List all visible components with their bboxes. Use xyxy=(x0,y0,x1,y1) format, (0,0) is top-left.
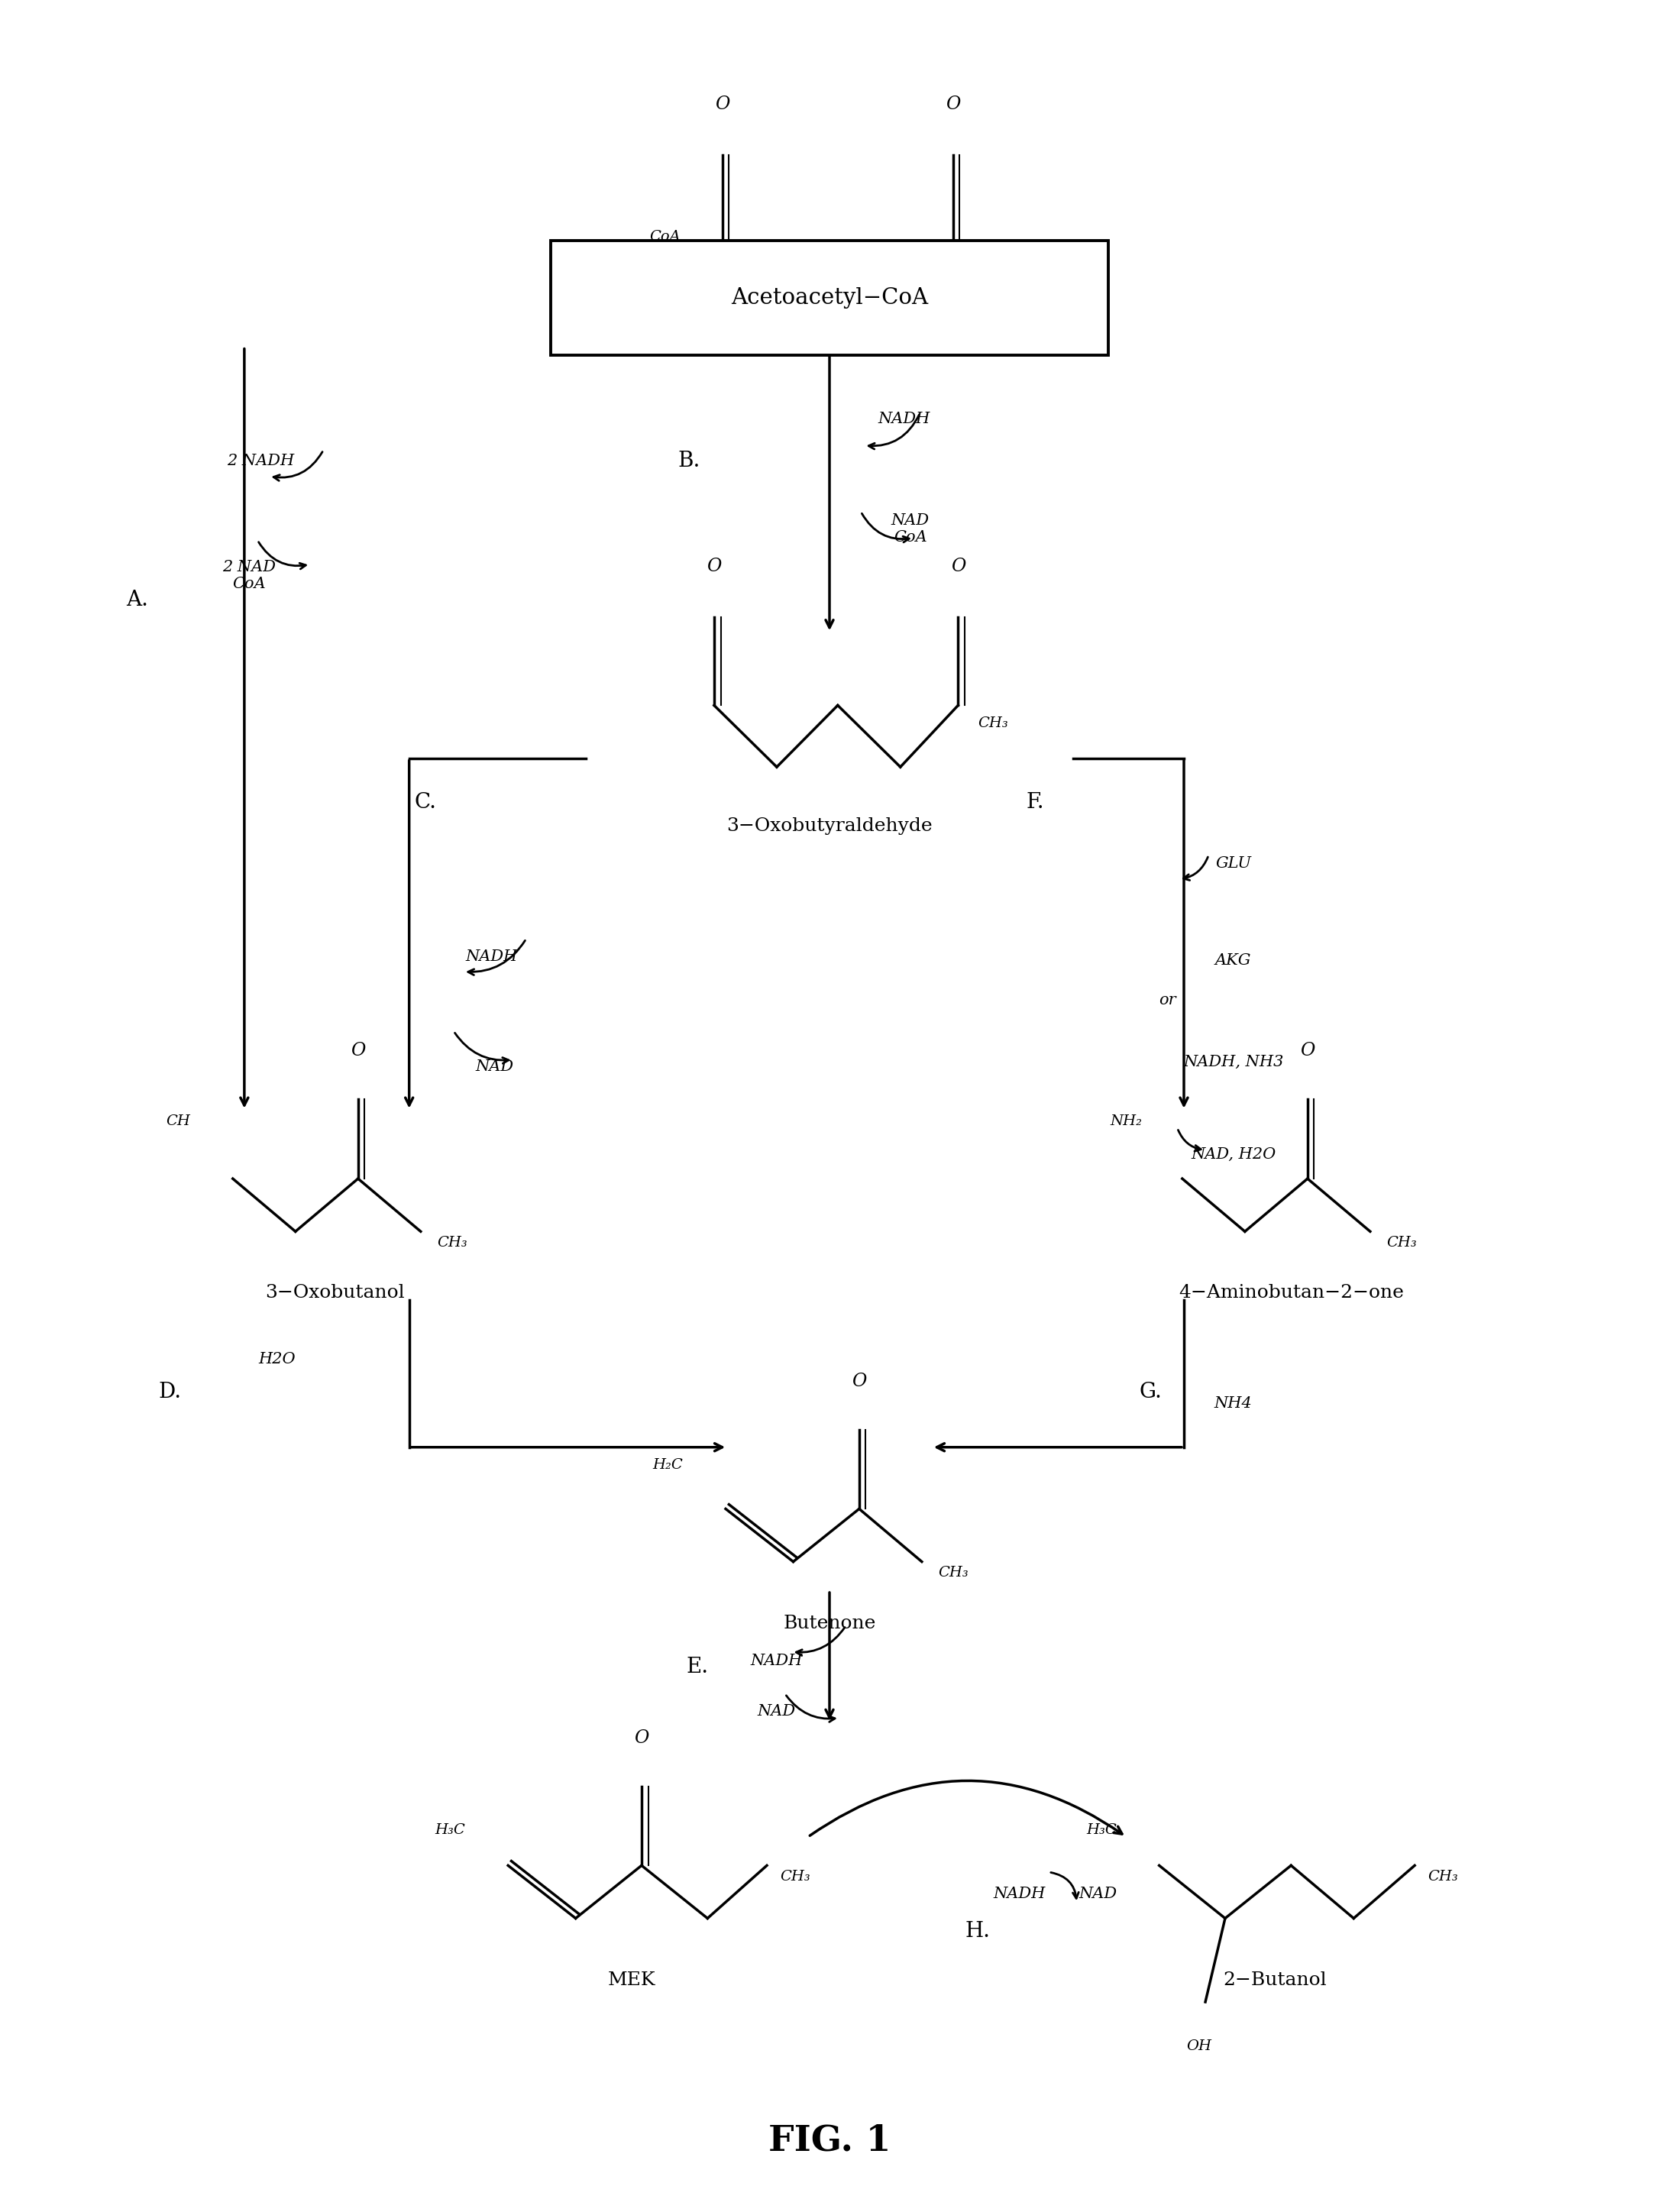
Text: NAD: NAD xyxy=(476,1060,514,1073)
Text: E.: E. xyxy=(687,1657,708,1677)
Text: CH₃: CH₃ xyxy=(1019,252,1050,265)
Text: MEK: MEK xyxy=(607,1971,655,1989)
Text: H₃C: H₃C xyxy=(435,1823,466,1838)
Text: CH₃: CH₃ xyxy=(438,1237,468,1250)
Text: H.: H. xyxy=(966,1922,990,1942)
Text: CH₃: CH₃ xyxy=(780,1869,810,1882)
Text: H2O: H2O xyxy=(259,1352,295,1367)
Text: O: O xyxy=(851,1371,866,1389)
Text: 2 NADH: 2 NADH xyxy=(227,453,295,469)
FancyBboxPatch shape xyxy=(551,241,1108,356)
Text: CH₃: CH₃ xyxy=(977,717,1009,730)
Text: CH₃: CH₃ xyxy=(939,1566,969,1579)
Text: CH₃: CH₃ xyxy=(1387,1237,1417,1250)
Text: O: O xyxy=(946,95,961,113)
Text: NAD: NAD xyxy=(758,1703,796,1719)
Text: NADH, NH3: NADH, NH3 xyxy=(1183,1055,1284,1068)
Text: G.: G. xyxy=(1140,1382,1163,1402)
Text: O: O xyxy=(350,1042,365,1060)
Text: AKG: AKG xyxy=(1216,953,1251,969)
Text: O: O xyxy=(707,557,722,575)
Text: NADH: NADH xyxy=(878,411,929,427)
Text: CoA: CoA xyxy=(649,230,680,243)
Text: Acetoacetyl−CoA: Acetoacetyl−CoA xyxy=(732,288,927,310)
Text: GLU: GLU xyxy=(1216,856,1251,872)
Text: NAD, H2O: NAD, H2O xyxy=(1191,1148,1276,1161)
Text: A.: A. xyxy=(126,588,148,611)
Text: O: O xyxy=(1301,1042,1316,1060)
Text: NH₂: NH₂ xyxy=(1110,1115,1143,1128)
Text: 2 NAD
CoA: 2 NAD CoA xyxy=(222,560,275,591)
Text: B.: B. xyxy=(679,451,700,471)
Text: OH: OH xyxy=(1186,2039,1211,2053)
Text: CH: CH xyxy=(166,1115,191,1128)
Text: FIG. 1: FIG. 1 xyxy=(768,2124,891,2159)
Text: H₂C: H₂C xyxy=(652,1458,684,1471)
Text: H₃C: H₃C xyxy=(1087,1823,1117,1838)
Text: D.: D. xyxy=(159,1382,181,1402)
Text: CH₃: CH₃ xyxy=(1428,1869,1458,1882)
Text: 3−Oxobutyraldehyde: 3−Oxobutyraldehyde xyxy=(727,818,932,836)
Text: Butenone: Butenone xyxy=(783,1615,876,1632)
Text: F.: F. xyxy=(1027,792,1045,812)
Text: NAD: NAD xyxy=(1078,1887,1117,1902)
Text: 3−Oxobutanol: 3−Oxobutanol xyxy=(265,1285,405,1303)
Text: 2−Butanol: 2−Butanol xyxy=(1223,1971,1326,1989)
Text: O: O xyxy=(634,1730,649,1747)
Text: O: O xyxy=(951,557,966,575)
Text: C.: C. xyxy=(415,792,436,812)
Text: NAD
CoA: NAD CoA xyxy=(891,513,929,544)
Text: NADH: NADH xyxy=(994,1887,1045,1902)
Text: NADH: NADH xyxy=(750,1655,803,1668)
Text: or: or xyxy=(1158,993,1176,1009)
Text: NADH: NADH xyxy=(466,949,518,964)
Text: NH4: NH4 xyxy=(1214,1396,1253,1411)
Text: 4−Aminobutan−2−one: 4−Aminobutan−2−one xyxy=(1178,1285,1404,1303)
Text: O: O xyxy=(715,95,730,113)
